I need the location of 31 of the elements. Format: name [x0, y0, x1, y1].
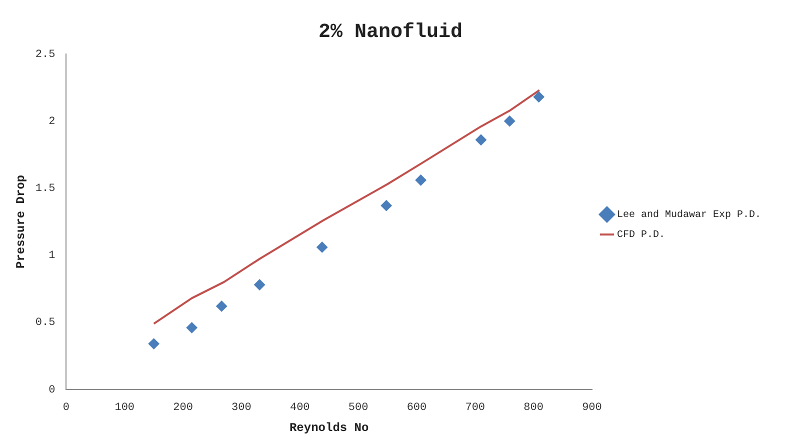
- y-tick-label: 0: [48, 384, 56, 396]
- point: [316, 242, 328, 253]
- legend-label: Lee and Mudawar Exp P.D.: [616, 209, 762, 222]
- point: [186, 322, 198, 334]
- x-tick-label: 600: [406, 402, 427, 414]
- x-tick-label: 900: [582, 402, 602, 414]
- chart-title: 2% Nanofluid: [318, 21, 463, 44]
- x-tick-label: 500: [348, 402, 368, 414]
- x-tick-label: 100: [114, 402, 135, 414]
- point: [380, 200, 392, 212]
- x-tick-label: 800: [524, 402, 544, 414]
- x-tick-label: 700: [465, 402, 486, 414]
- legend-label: CFD P.D.: [616, 230, 665, 242]
- x-tick-label: 0: [62, 402, 70, 414]
- y-tick-label: 1: [48, 250, 56, 262]
- point: [533, 91, 544, 102]
- x-axis-title: Reynolds No: [289, 420, 369, 435]
- y-axis-title: Pressure Drop: [14, 174, 28, 269]
- x-tick-label: 300: [232, 402, 252, 414]
- x-tick-label: 200: [173, 402, 193, 414]
- y-tick-label: 0.5: [35, 317, 56, 330]
- point: [216, 300, 228, 312]
- y-tick-label: 1.5: [35, 183, 56, 196]
- point: [504, 116, 516, 127]
- y-tick-label: 2.5: [35, 48, 56, 61]
- point: [254, 279, 266, 290]
- x-tick-label: 400: [290, 402, 310, 414]
- point: [415, 174, 426, 186]
- y-tick-label: 2: [48, 116, 56, 128]
- point: [475, 134, 486, 146]
- point: [148, 338, 160, 350]
